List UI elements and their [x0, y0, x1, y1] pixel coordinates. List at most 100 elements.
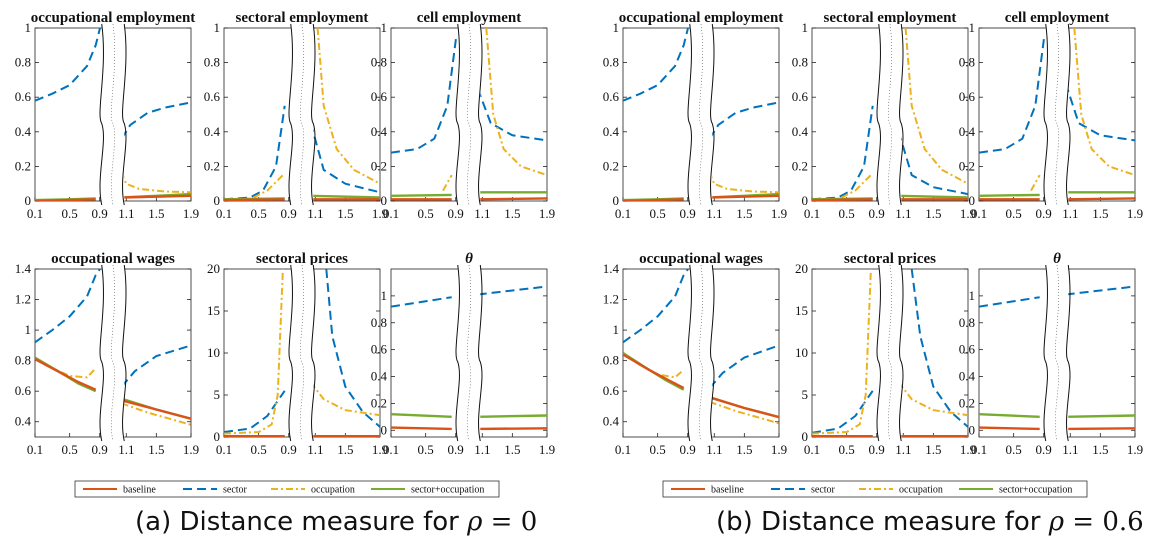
- y-tick-label: 0.2: [371, 395, 387, 410]
- axis-break: [687, 23, 715, 206]
- x-tick-label: 1.5: [736, 442, 752, 457]
- series-line-sector-right: [476, 88, 547, 142]
- series-line-occupation-right: [904, 28, 968, 185]
- y-tick-label: 0.4: [959, 124, 976, 139]
- y-tick-label: 1: [969, 20, 976, 35]
- y-tick-label: 0: [969, 193, 976, 208]
- x-tick-label: 1.5: [504, 206, 520, 221]
- y-tick-label: 1: [25, 322, 32, 337]
- x-tick-label: 0.1: [615, 206, 631, 221]
- y-tick-label: 0.8: [603, 353, 619, 368]
- series-line-baseline-left: [35, 198, 96, 201]
- y-tick-label: 0.4: [371, 369, 388, 384]
- y-tick-label: 0: [969, 422, 976, 437]
- axis-break: [876, 264, 904, 442]
- x-tick-label: 1.1: [706, 442, 722, 457]
- series-line-sector-left: [224, 390, 286, 433]
- axis-break: [1043, 264, 1071, 442]
- x-tick-label: 0.1: [383, 206, 399, 221]
- x-tick-label: 0.9: [679, 206, 695, 221]
- y-tick-label: 15: [207, 303, 220, 318]
- x-tick-label: 1.1: [307, 442, 323, 457]
- panel-cell-employment: 0 0.2 0.4 0.6 0.8 1 0.1 0.5 0.9 1.1 1.5 1.9 cell emp…: [371, 10, 555, 221]
- legend-label-sector-occupation: sector+occupation: [999, 485, 1072, 496]
- x-tick-label: 1.1: [1062, 442, 1078, 457]
- x-tick-label: 1.1: [895, 442, 911, 457]
- series-line-sector-right: [708, 344, 779, 389]
- y-tick-label: 0: [802, 193, 809, 208]
- series-line-baseline-right: [1065, 427, 1135, 431]
- caption-a-eq: =: [482, 507, 521, 537]
- legend-label-occupation: occupation: [899, 485, 943, 496]
- axis-break: [1043, 23, 1071, 206]
- series-line-occupation-left: [442, 174, 453, 192]
- y-tick-label: 1.2: [603, 292, 619, 307]
- y-tick-label: 0.4: [959, 369, 976, 384]
- panel-title: occupational employment: [619, 10, 784, 26]
- panel-title: occupational wages: [51, 251, 175, 267]
- x-tick-label: 0.5: [418, 206, 434, 221]
- x-tick-label: 0.9: [91, 442, 107, 457]
- x-tick-label: 1.9: [771, 206, 787, 221]
- y-tick-label: 1: [613, 322, 620, 337]
- y-tick-label: 0.4: [603, 124, 620, 139]
- series-line-baseline-right: [709, 396, 779, 419]
- x-tick-label: 0.1: [971, 442, 987, 457]
- y-tick-label: 0.6: [792, 89, 809, 104]
- y-tick-label: 0: [25, 193, 32, 208]
- x-tick-label: 0.5: [418, 442, 434, 457]
- series-line-sector-left: [812, 390, 874, 434]
- panel-title: sectoral prices: [844, 251, 936, 267]
- y-tick-label: 20: [795, 261, 808, 276]
- axis-break: [455, 264, 483, 442]
- series-line-baseline-left: [812, 198, 873, 201]
- caption-a: (a) Distance measure for ρ = 0: [135, 507, 537, 537]
- y-tick-label: 0.8: [371, 315, 387, 330]
- series-line-occupation-left: [224, 172, 286, 201]
- panel-occupational-employment: 0 0.2 0.4 0.6 0.8 1 0.1 0.5 0.9 1.1 1.5 1.9 occupati…: [603, 10, 787, 221]
- x-tick-label: 1.5: [504, 442, 520, 457]
- series-line-occupation-right: [316, 28, 380, 185]
- series-line-sector-left: [979, 296, 1040, 308]
- panel-title: cell employment: [417, 10, 522, 26]
- series-line-sector-occupation-right: [310, 194, 380, 199]
- panel-occupational-employment: 0 0.2 0.4 0.6 0.8 1 0.1 0.5 0.9 1.1 1.5 1.9 occupati…: [15, 10, 199, 221]
- x-tick-label: 0.9: [1035, 442, 1051, 457]
- legend-label-occupation: occupation: [311, 485, 355, 496]
- x-tick-label: 1.5: [1092, 442, 1108, 457]
- y-tick-label: 0.8: [603, 55, 619, 70]
- y-tick-label: 0.8: [15, 55, 31, 70]
- y-tick-label: 5: [802, 387, 809, 402]
- series-line-occupation-right: [309, 381, 380, 417]
- y-tick-label: 10: [795, 345, 808, 360]
- y-tick-label: 0.2: [603, 158, 619, 173]
- x-tick-label: 0.5: [650, 206, 666, 221]
- y-tick-label: 0.8: [204, 55, 220, 70]
- y-tick-label: 0.6: [15, 89, 32, 104]
- series-line-sector-right: [120, 101, 191, 140]
- series-line-sector-left: [391, 38, 457, 154]
- panel-sectoral-employment: 0 0.2 0.4 0.6 0.8 1 0.1 0.5 0.9 1.1 1.5 1.9 sectoral…: [792, 10, 976, 221]
- y-tick-label: 0.4: [15, 124, 32, 139]
- x-tick-label: 0.5: [1006, 206, 1022, 221]
- y-tick-label: 10: [207, 345, 220, 360]
- x-tick-label: 1.9: [372, 442, 388, 457]
- x-tick-label: 0.1: [216, 442, 232, 457]
- x-tick-label: 0.5: [839, 442, 855, 457]
- series-line-baseline-right: [121, 399, 191, 420]
- panel-title: occupational employment: [31, 10, 196, 26]
- series-line-baseline-right: [477, 427, 547, 431]
- series-line-sector-occupation-left: [979, 413, 1040, 418]
- y-tick-label: 1: [802, 20, 809, 35]
- figure-a: 0 0.2 0.4 0.6 0.8 1 0.1 0.5 0.9 1.1 1.5 1.9 occupati…: [15, 10, 555, 498]
- x-tick-label: 0.9: [280, 206, 296, 221]
- series-line-sector-right: [897, 131, 968, 196]
- y-tick-label: 0: [802, 429, 809, 444]
- series-line-occupation-right: [709, 400, 779, 425]
- y-tick-label: 1.2: [15, 292, 31, 307]
- x-tick-label: 1.5: [925, 206, 941, 221]
- legend-label-sector: sector: [223, 485, 248, 496]
- series-line-sector-occupation-left: [391, 193, 452, 197]
